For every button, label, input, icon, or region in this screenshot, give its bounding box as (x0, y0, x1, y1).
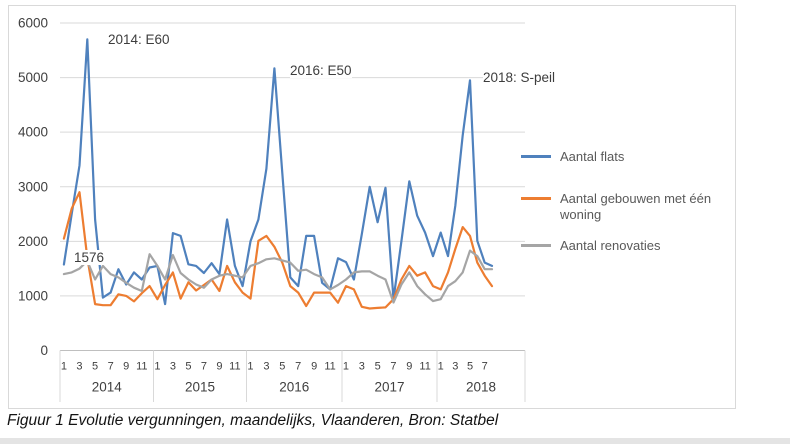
y-tick-label-1000: 1000 (18, 288, 48, 303)
annotation-2016-e50: 2016: E50 (290, 63, 352, 78)
month-tick-2018-5: 5 (467, 361, 473, 373)
legend-label-flats: Aantal flats (560, 149, 625, 164)
month-tick-2015-7: 7 (201, 361, 207, 373)
y-tick-label-5000: 5000 (18, 70, 48, 85)
month-tick-2016-5: 5 (279, 361, 285, 373)
month-tick-2015-3: 3 (170, 361, 176, 373)
chart-frame (8, 5, 736, 409)
renovaties-line-swatch (521, 244, 551, 247)
gebouwen-line-swatch (521, 197, 551, 200)
y-tick-label-2000: 2000 (18, 234, 48, 249)
year-label-2018: 2018 (466, 380, 496, 395)
year-label-2015: 2015 (185, 380, 215, 395)
month-tick-2014-7: 7 (108, 361, 114, 373)
month-tick-2014-9: 9 (123, 361, 129, 373)
legend-label-renovaties: Aantal renovaties (560, 238, 661, 253)
month-tick-2015-1: 1 (154, 361, 160, 373)
year-label-2017: 2017 (374, 380, 404, 395)
month-tick-2018-7: 7 (482, 361, 488, 373)
month-tick-2016-9: 9 (311, 361, 317, 373)
month-tick-2015-5: 5 (185, 361, 191, 373)
month-tick-2016-11: 11 (324, 361, 335, 373)
series-line-1 (62, 191, 494, 310)
year-label-2014: 2014 (92, 380, 123, 395)
month-tick-2018-3: 3 (452, 361, 458, 373)
month-tick-2018-1: 1 (438, 361, 444, 373)
month-tick-2016-7: 7 (295, 361, 301, 373)
series-line-0 (62, 38, 494, 306)
annotation-2018-speil: 2018: S-peil (483, 70, 556, 85)
month-tick-2014-5: 5 (92, 361, 98, 373)
annotation-2014-e60: 2014: E60 (108, 32, 170, 47)
year-label-2016: 2016 (279, 380, 309, 395)
window-edge-strip (0, 438, 790, 444)
y-tick-label-0: 0 (40, 343, 48, 358)
flats-line-swatch (521, 155, 551, 158)
y-tick-label-6000: 6000 (18, 16, 48, 31)
legend-item-flats: Aantal flats (521, 149, 725, 165)
figure-caption: Figuur 1 Evolutie vergunningen, maandeli… (7, 412, 499, 429)
month-tick-2016-3: 3 (263, 361, 269, 373)
month-tick-2015-9: 9 (216, 361, 222, 373)
month-tick-2014-1: 1 (61, 361, 67, 373)
month-tick-2015-11: 11 (229, 361, 240, 373)
month-tick-2017-3: 3 (359, 361, 365, 373)
series-line-2 (62, 249, 494, 304)
month-tick-2017-11: 11 (419, 361, 430, 373)
month-tick-2014-3: 3 (76, 361, 82, 373)
legend-item-renovaties: Aantal renovaties (521, 238, 725, 254)
month-tick-2017-5: 5 (375, 361, 381, 373)
y-tick-label-3000: 3000 (18, 179, 48, 194)
month-tick-2017-7: 7 (390, 361, 396, 373)
y-tick-label-4000: 4000 (18, 125, 48, 140)
month-tick-2017-9: 9 (406, 361, 412, 373)
legend-item-gebouwen: Aantal gebouwen met één woning (521, 191, 725, 223)
month-tick-2014-11: 11 (136, 361, 147, 373)
month-tick-2016-1: 1 (247, 361, 253, 373)
annotation-first-value: 1576 (74, 250, 105, 265)
month-tick-2017-1: 1 (343, 361, 349, 373)
legend-label-gebouwen: Aantal gebouwen met één woning (560, 191, 712, 222)
